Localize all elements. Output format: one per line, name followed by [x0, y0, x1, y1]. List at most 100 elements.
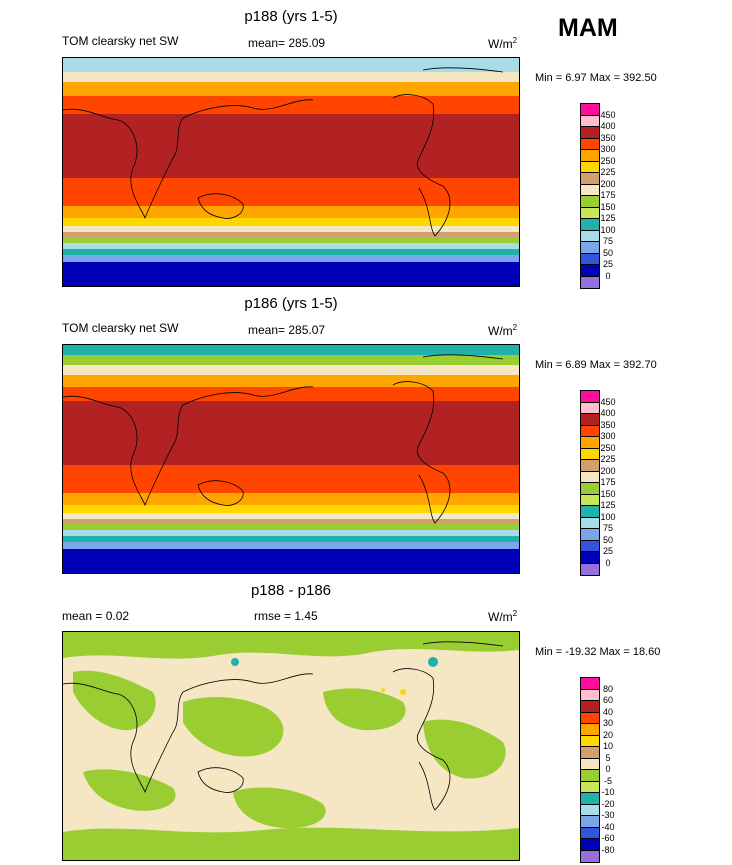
colorbar-tick-label: 50 — [602, 534, 613, 545]
colorbar-swatch — [581, 402, 599, 414]
colorbar-swatch — [581, 701, 599, 713]
colorbar-swatch — [581, 793, 599, 805]
colorbar-swatch — [581, 161, 599, 173]
panel3-map — [62, 631, 520, 861]
panel1-left-label: TOM clearsky net SW — [62, 34, 179, 48]
colorbar-tick-label: 0 — [605, 764, 611, 774]
panel3-units: W/m2 — [488, 609, 518, 624]
colorbar-tick-label: -80 — [601, 844, 615, 855]
panel2-units: W/m2 — [488, 323, 518, 338]
colorbar-tick-label: 175 — [600, 190, 616, 200]
colorbar-tick-label: 60 — [602, 695, 613, 705]
colorbar-swatch — [581, 230, 599, 242]
colorbar-tick-label: 40 — [602, 706, 613, 717]
colorbar-swatch — [581, 207, 599, 219]
colorbar-swatch — [581, 437, 599, 449]
panel2-left-label: TOM clearsky net SW — [62, 321, 179, 335]
colorbar-tick-label: 75 — [602, 523, 613, 533]
colorbar-tick-label: -20 — [601, 798, 615, 809]
colorbar-tick-label: 400 — [600, 121, 616, 131]
colorbar-tick-label: 100 — [600, 224, 616, 235]
colorbar-tick-label: 200 — [600, 178, 616, 189]
colorbar-tick-label: 5 — [605, 752, 611, 763]
panel1-mean: mean= 285.09 — [248, 36, 326, 50]
panel3-mean: mean = 0.02 — [62, 609, 130, 623]
colorbar-tick-label: -5 — [603, 775, 612, 786]
colorbar-swatch — [581, 276, 599, 288]
panel1-minmax: Min = 6.97 Max = 392.50 — [535, 72, 657, 84]
colorbar-tick-label: 125 — [600, 213, 616, 223]
colorbar-swatch — [581, 494, 599, 506]
colorbar-swatch — [581, 483, 599, 495]
panel2-minmax: Min = 6.89 Max = 392.70 — [535, 359, 657, 371]
colorbar-swatch — [581, 242, 599, 254]
colorbar-swatch — [581, 219, 599, 231]
colorbar-tick-label: -30 — [601, 810, 615, 820]
panel2-title: p186 (yrs 1-5) — [244, 295, 338, 312]
panel3-title: p188 - p186 — [250, 582, 332, 599]
colorbar-tick-label: 400 — [600, 408, 616, 418]
colorbar-tick-label: 350 — [600, 132, 616, 143]
colorbar-swatch — [581, 770, 599, 782]
colorbar-swatch — [581, 563, 599, 575]
colorbar-swatch — [581, 184, 599, 196]
colorbar-swatch — [581, 827, 599, 839]
colorbar-swatch — [581, 517, 599, 529]
colorbar-tick-label: 0 — [605, 270, 611, 281]
colorbar-tick-label: 250 — [600, 155, 616, 166]
colorbar-tick-label: 20 — [602, 729, 613, 740]
colorbar-swatch — [581, 115, 599, 127]
colorbar-swatch — [581, 448, 599, 460]
panel3-colorbar — [580, 677, 600, 863]
colorbar-tick-label: -60 — [601, 833, 615, 843]
colorbar-tick-label: 30 — [602, 718, 613, 728]
panel2-map — [62, 344, 520, 574]
colorbar-tick-label: -40 — [601, 821, 615, 832]
colorbar-swatch — [581, 506, 599, 518]
colorbar-swatch — [581, 839, 599, 851]
colorbar-swatch — [581, 173, 599, 185]
colorbar-tick-label: 50 — [602, 247, 613, 258]
panel1-colorbar — [580, 103, 600, 289]
panel1-title: p188 (yrs 1-5) — [244, 8, 338, 25]
colorbar-swatch — [581, 460, 599, 472]
panel3-minmax: Min = -19.32 Max = 18.60 — [535, 646, 661, 658]
colorbar-swatch — [581, 781, 599, 793]
colorbar-swatch — [581, 196, 599, 208]
colorbar-swatch — [581, 552, 599, 564]
colorbar-tick-label: 450 — [600, 396, 616, 407]
panel2-mean: mean= 285.07 — [248, 323, 326, 337]
panel1-units: W/m2 — [488, 36, 518, 51]
colorbar-tick-label: 80 — [602, 683, 613, 694]
colorbar-swatch — [581, 529, 599, 541]
colorbar-swatch — [581, 689, 599, 701]
colorbar-tick-label: 300 — [600, 144, 616, 154]
colorbar-tick-label: 225 — [600, 454, 616, 464]
colorbar-swatch — [581, 138, 599, 150]
colorbar-swatch — [581, 104, 599, 116]
colorbar-swatch — [581, 712, 599, 724]
colorbar-swatch — [581, 724, 599, 736]
colorbar-swatch — [581, 735, 599, 747]
colorbar-swatch — [581, 127, 599, 139]
colorbar-tick-label: 225 — [600, 167, 616, 177]
colorbar-swatch — [581, 758, 599, 770]
colorbar-tick-label: 150 — [600, 488, 616, 499]
colorbar-swatch — [581, 678, 599, 690]
colorbar-tick-label: 300 — [600, 431, 616, 441]
colorbar-swatch — [581, 265, 599, 277]
colorbar-tick-label: 25 — [602, 546, 613, 556]
colorbar-tick-label: 100 — [600, 511, 616, 522]
colorbar-tick-label: -10 — [601, 787, 615, 797]
colorbar-tick-label: 350 — [600, 419, 616, 430]
colorbar-swatch — [581, 471, 599, 483]
colorbar-swatch — [581, 391, 599, 403]
colorbar-tick-label: 0 — [605, 557, 611, 568]
colorbar-tick-label: 200 — [600, 465, 616, 476]
colorbar-swatch — [581, 540, 599, 552]
season-label: MAM — [558, 14, 618, 42]
colorbar-swatch — [581, 414, 599, 426]
colorbar-tick-label: 75 — [602, 236, 613, 246]
colorbar-tick-label: 125 — [600, 500, 616, 510]
colorbar-tick-label: 450 — [600, 109, 616, 120]
